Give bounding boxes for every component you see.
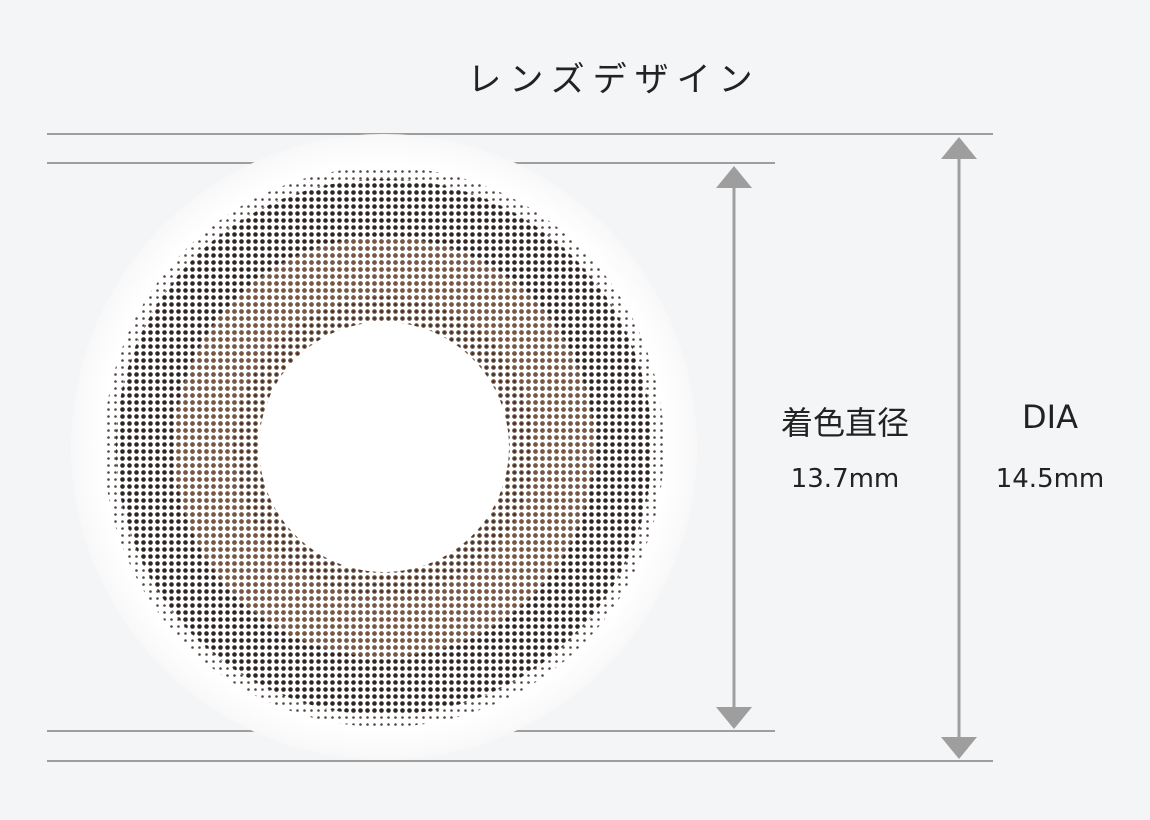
colored-diameter-arrow bbox=[716, 166, 752, 729]
dia-value: 14.5mm bbox=[995, 464, 1105, 494]
lens-pupil bbox=[259, 322, 509, 572]
colored-diameter-label: 着色直径 bbox=[780, 404, 909, 442]
colored-diameter-value: 13.7mm bbox=[790, 464, 900, 494]
dia-arrow bbox=[941, 137, 977, 759]
page-title: レンズデザイン bbox=[467, 60, 761, 100]
lens-image bbox=[71, 134, 697, 760]
dia-label: DIA bbox=[1022, 398, 1078, 436]
